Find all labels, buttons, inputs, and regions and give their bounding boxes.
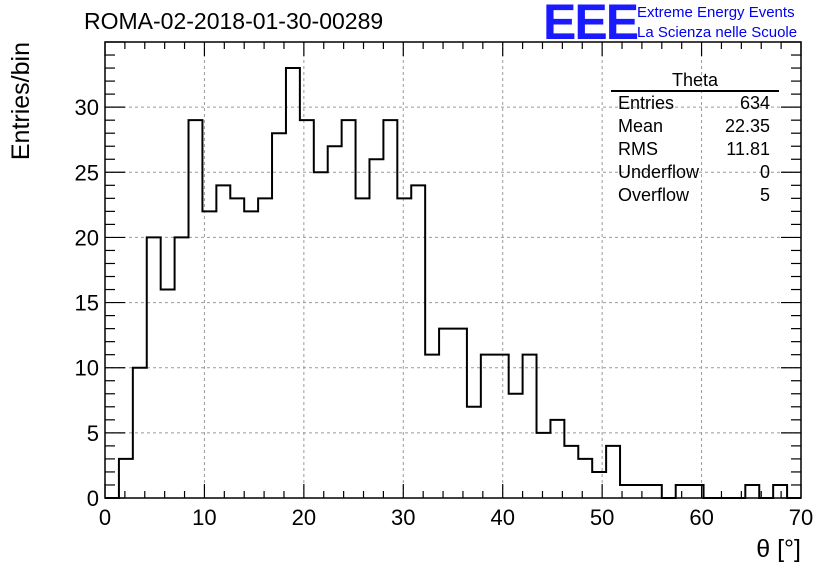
y-tick-label: 10 [75,356,99,381]
stat-value: 5 [759,185,770,205]
x-tick-label: 10 [192,505,216,530]
logo-line-1: Extreme Energy Events [637,4,795,21]
stat-row-mean: Mean 22.35 [611,115,779,138]
x-tick-label: 50 [590,505,614,530]
y-axis-title: Entries/bin [7,42,35,160]
stat-label: Entries [618,93,675,113]
y-tick-label: 0 [87,486,99,511]
grid-lines [105,42,801,498]
stat-value: 634 [739,93,770,113]
x-tick-label: 0 [99,505,111,530]
y-tick-label: 30 [75,95,99,120]
plot-title: ROMA-02-2018-01-30-00289 [84,8,384,34]
plot-frame [104,41,802,499]
stat-label: Underflow [618,162,700,182]
stats-box-title: Theta [611,70,779,92]
logo-line-2: La Scienza nelle Scuole [637,24,798,41]
y-tick-label: 5 [87,421,99,446]
x-tick-label: 60 [689,505,713,530]
stat-value: 0 [759,162,770,182]
stats-box: Theta Entries 634 Mean 22.35 RMS 11.81 U… [611,70,779,207]
axis-ticks [104,41,802,499]
y-tick-label: 25 [75,160,99,185]
stat-row-overflow: Overflow 5 [611,184,779,207]
stat-value: 11.81 [726,139,770,159]
y-tick-label: 20 [75,225,99,250]
stat-label: Overflow [618,185,690,205]
eee-logo: EEE Extreme Energy Events La Scienza nel… [543,0,833,50]
stat-row-entries: Entries 634 [611,92,779,115]
stat-row-underflow: Underflow 0 [611,161,779,184]
stat-row-rms: RMS 11.81 [611,138,779,161]
x-tick-label: 40 [490,505,514,530]
stat-label: RMS [618,139,658,159]
x-axis-title: θ [°] [756,535,801,563]
stat-label: Mean [618,116,664,136]
x-tick-label: 70 [789,505,813,530]
y-tick-label: 15 [75,291,99,316]
stat-value: 22.35 [724,116,770,136]
x-tick-label: 30 [391,505,415,530]
x-tick-label: 20 [292,505,316,530]
